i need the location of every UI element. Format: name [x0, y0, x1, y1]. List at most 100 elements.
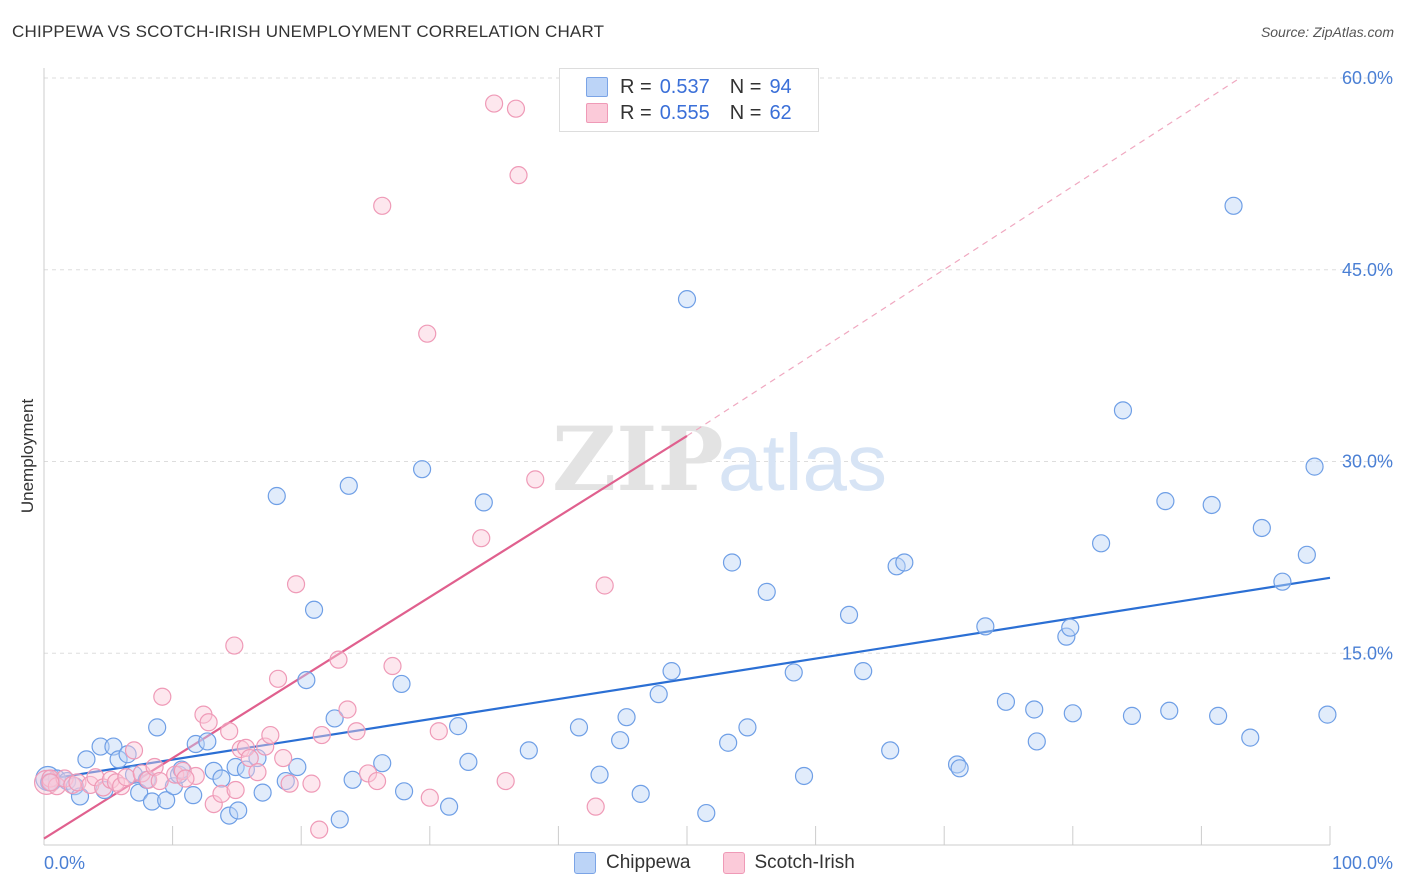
scotch-irish-point — [329, 650, 348, 669]
chippewa-point — [794, 766, 814, 786]
chippewa-point — [77, 750, 96, 769]
source-label: Source: ZipAtlas.com — [1260, 24, 1394, 40]
legend-r-value: 0.537 — [659, 75, 710, 98]
chippewa-point — [1156, 492, 1175, 511]
scotch-irish-point — [373, 196, 392, 215]
scotch-irish-point — [506, 99, 526, 118]
chippewa-point — [229, 801, 248, 820]
scotch-irish-point — [347, 722, 366, 741]
chippewa-point — [392, 674, 411, 694]
bottom-legend-label: Scotch-Irish — [754, 852, 855, 873]
legend: R = 0.537 N = 94 R = 0.555 N = 62 — [559, 68, 819, 132]
y-tick-label: 15.0% — [1342, 643, 1393, 663]
chippewa-point — [1027, 732, 1046, 751]
chippewa-point — [212, 769, 231, 788]
scotch-irish-point — [268, 669, 288, 688]
chippewa-point — [1091, 534, 1111, 553]
bottom-legend-scotch-irish: Scotch-Irish — [722, 852, 855, 874]
scotch-irish-point — [338, 700, 357, 719]
scotch-irish-point — [226, 780, 245, 800]
scotch-irish-point — [383, 656, 402, 676]
chippewa-point — [330, 810, 349, 829]
chippewa-point — [854, 662, 873, 681]
bottom-legend-chippewa: Chippewa — [574, 852, 691, 874]
axes — [43, 68, 1331, 846]
scotch-irish-point — [220, 722, 239, 741]
chippewa-point — [662, 662, 681, 681]
scotch-irish-point — [586, 797, 605, 816]
scotch-irish-point — [204, 794, 223, 814]
legend-r-value: 0.555 — [659, 101, 710, 124]
scotch-irish-point — [199, 713, 218, 732]
chippewa-point — [91, 737, 110, 756]
scotch-irish-point — [526, 470, 545, 489]
chippewa-point — [569, 718, 589, 737]
watermark-atlas: atlas — [718, 418, 887, 507]
chippewa-point — [184, 786, 203, 805]
chippewa-trend-line — [43, 576, 1331, 781]
chippewa-swatch — [586, 77, 608, 97]
chippewa-point — [950, 759, 969, 778]
scotch-irish-point — [429, 722, 448, 741]
chippewa-point — [448, 717, 468, 736]
chippewa-point — [142, 792, 162, 811]
scotch-irish-point — [41, 773, 60, 792]
chippewa-point — [267, 486, 286, 506]
chippewa-point — [412, 460, 432, 479]
scotch-irish-points — [33, 94, 614, 839]
scotch-irish-point — [286, 575, 306, 594]
chippewa-point — [649, 685, 668, 704]
chippewa-swatch — [574, 852, 596, 874]
chippewa-point — [109, 750, 128, 769]
chippewa-point — [339, 476, 358, 495]
scotch-irish-point — [86, 768, 105, 787]
scotch-irish-swatch — [722, 852, 745, 874]
scotch-irish-point — [63, 775, 82, 795]
y-axis-title: Unemployment — [18, 399, 37, 514]
scotch-irish-point — [280, 774, 299, 793]
legend-row-chippewa: R = 0.537 N = 94 — [586, 75, 792, 99]
chippewa-point — [1113, 401, 1133, 420]
chippewa-point — [373, 754, 392, 773]
scotch-irish-point — [101, 770, 120, 789]
chippewa-point — [459, 752, 478, 772]
scotch-irish-point — [236, 738, 256, 757]
scotch-irish-point — [248, 763, 267, 782]
scotch-irish-point — [595, 576, 614, 595]
chippewa-point — [631, 784, 650, 803]
scotch-irish-point — [485, 94, 504, 113]
watermark-zip: ZIP — [552, 407, 724, 511]
chippewa-point — [220, 806, 239, 825]
legend-n-value: 94 — [769, 75, 792, 98]
chippewa-point — [1318, 705, 1337, 724]
chippewa-point — [1025, 700, 1044, 719]
chippewa-point — [590, 765, 609, 784]
scotch-irish-point — [212, 784, 231, 803]
chippewa-point — [1305, 457, 1324, 476]
scotch-irish-point — [418, 324, 437, 343]
chippewa-point — [297, 670, 316, 690]
chippewa-point — [204, 761, 223, 780]
x-tick-label: 100.0% — [1332, 853, 1393, 873]
scotch-irish-point — [310, 820, 329, 839]
grid-lines — [44, 77, 1394, 654]
chippewa-point — [519, 741, 538, 760]
chippewa-point — [186, 734, 205, 754]
chippewa-point — [343, 770, 362, 789]
zipatlas-watermark: ZIP atlas — [552, 407, 887, 511]
chippewa-point — [304, 600, 324, 619]
y-tick-label: 45.0% — [1342, 260, 1393, 280]
scotch-irish-point — [302, 774, 321, 793]
scotch-irish-point — [124, 741, 144, 760]
chippewa-point — [1273, 572, 1292, 591]
scotch-irish-point — [225, 636, 244, 655]
scotch-irish-point — [261, 725, 280, 745]
chippewa-point — [839, 605, 859, 625]
chippewa-point — [976, 617, 995, 636]
chippewa-point — [722, 553, 742, 572]
chippewa-point — [1061, 618, 1080, 637]
scotch-irish-point — [274, 748, 293, 768]
bottom-legend: Chippewa Scotch-Irish — [574, 852, 887, 874]
chippewa-point — [719, 733, 738, 752]
scotch-irish-point — [240, 748, 259, 768]
